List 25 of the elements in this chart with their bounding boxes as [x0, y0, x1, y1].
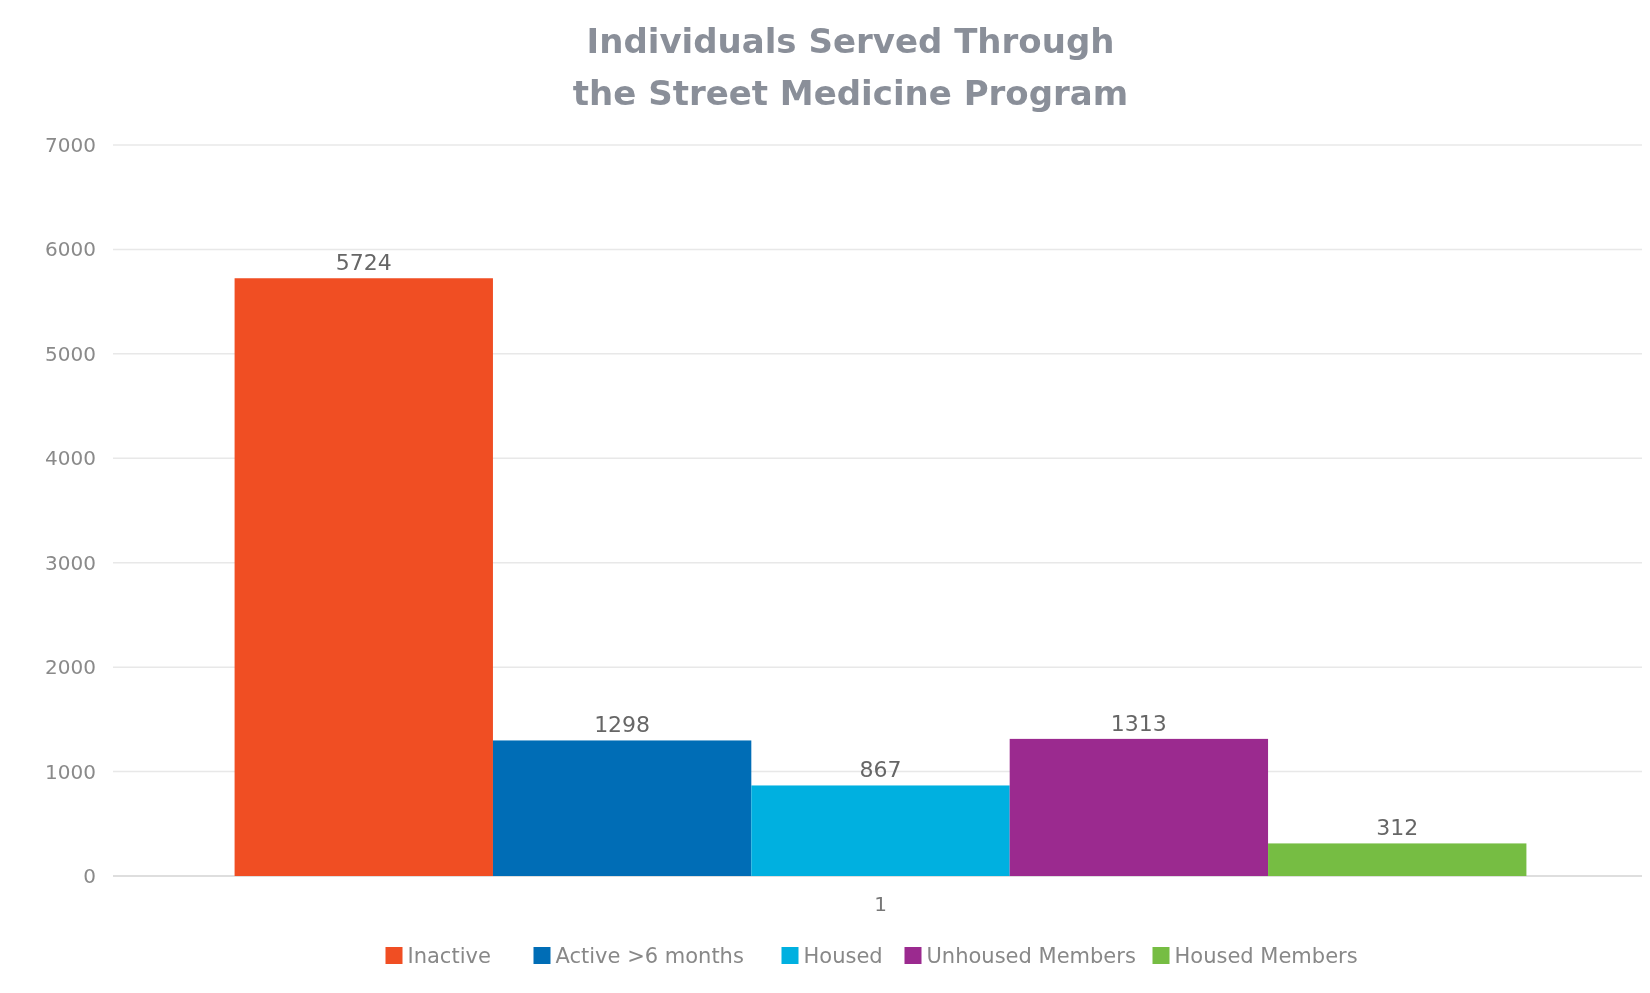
data-label: 1298 [594, 712, 651, 738]
bar [1268, 843, 1527, 876]
bar [1009, 738, 1269, 876]
chart-title: Individuals Served Through the Street Medicine Program [572, 21, 1129, 113]
bar [234, 278, 493, 876]
data-label: 312 [1376, 815, 1419, 841]
legend-label: Housed Members [1174, 944, 1358, 968]
legend-label: Housed [803, 944, 883, 968]
y-tick-label: 3000 [45, 550, 96, 575]
data-label: 5724 [335, 250, 392, 276]
y-tick-label: 7000 [45, 133, 96, 157]
bar [751, 785, 1010, 876]
legend-label: Active >6 months [555, 944, 744, 968]
y-tick-label: 1000 [45, 759, 96, 784]
legend-label: Inactive [407, 944, 491, 968]
data-label: 867 [859, 757, 902, 783]
y-tick-label: 0 [83, 864, 96, 888]
y-tick-label: 5000 [45, 341, 96, 366]
y-tick-label: 4000 [45, 446, 96, 471]
y-tick-label: 2000 [45, 655, 96, 680]
bar [492, 740, 752, 876]
data-label: 1313 [1110, 710, 1167, 736]
y-tick-label: 6000 [45, 237, 96, 262]
legend-label: Unhoused Members [926, 944, 1136, 968]
x-tick-label: 1 [874, 892, 887, 916]
